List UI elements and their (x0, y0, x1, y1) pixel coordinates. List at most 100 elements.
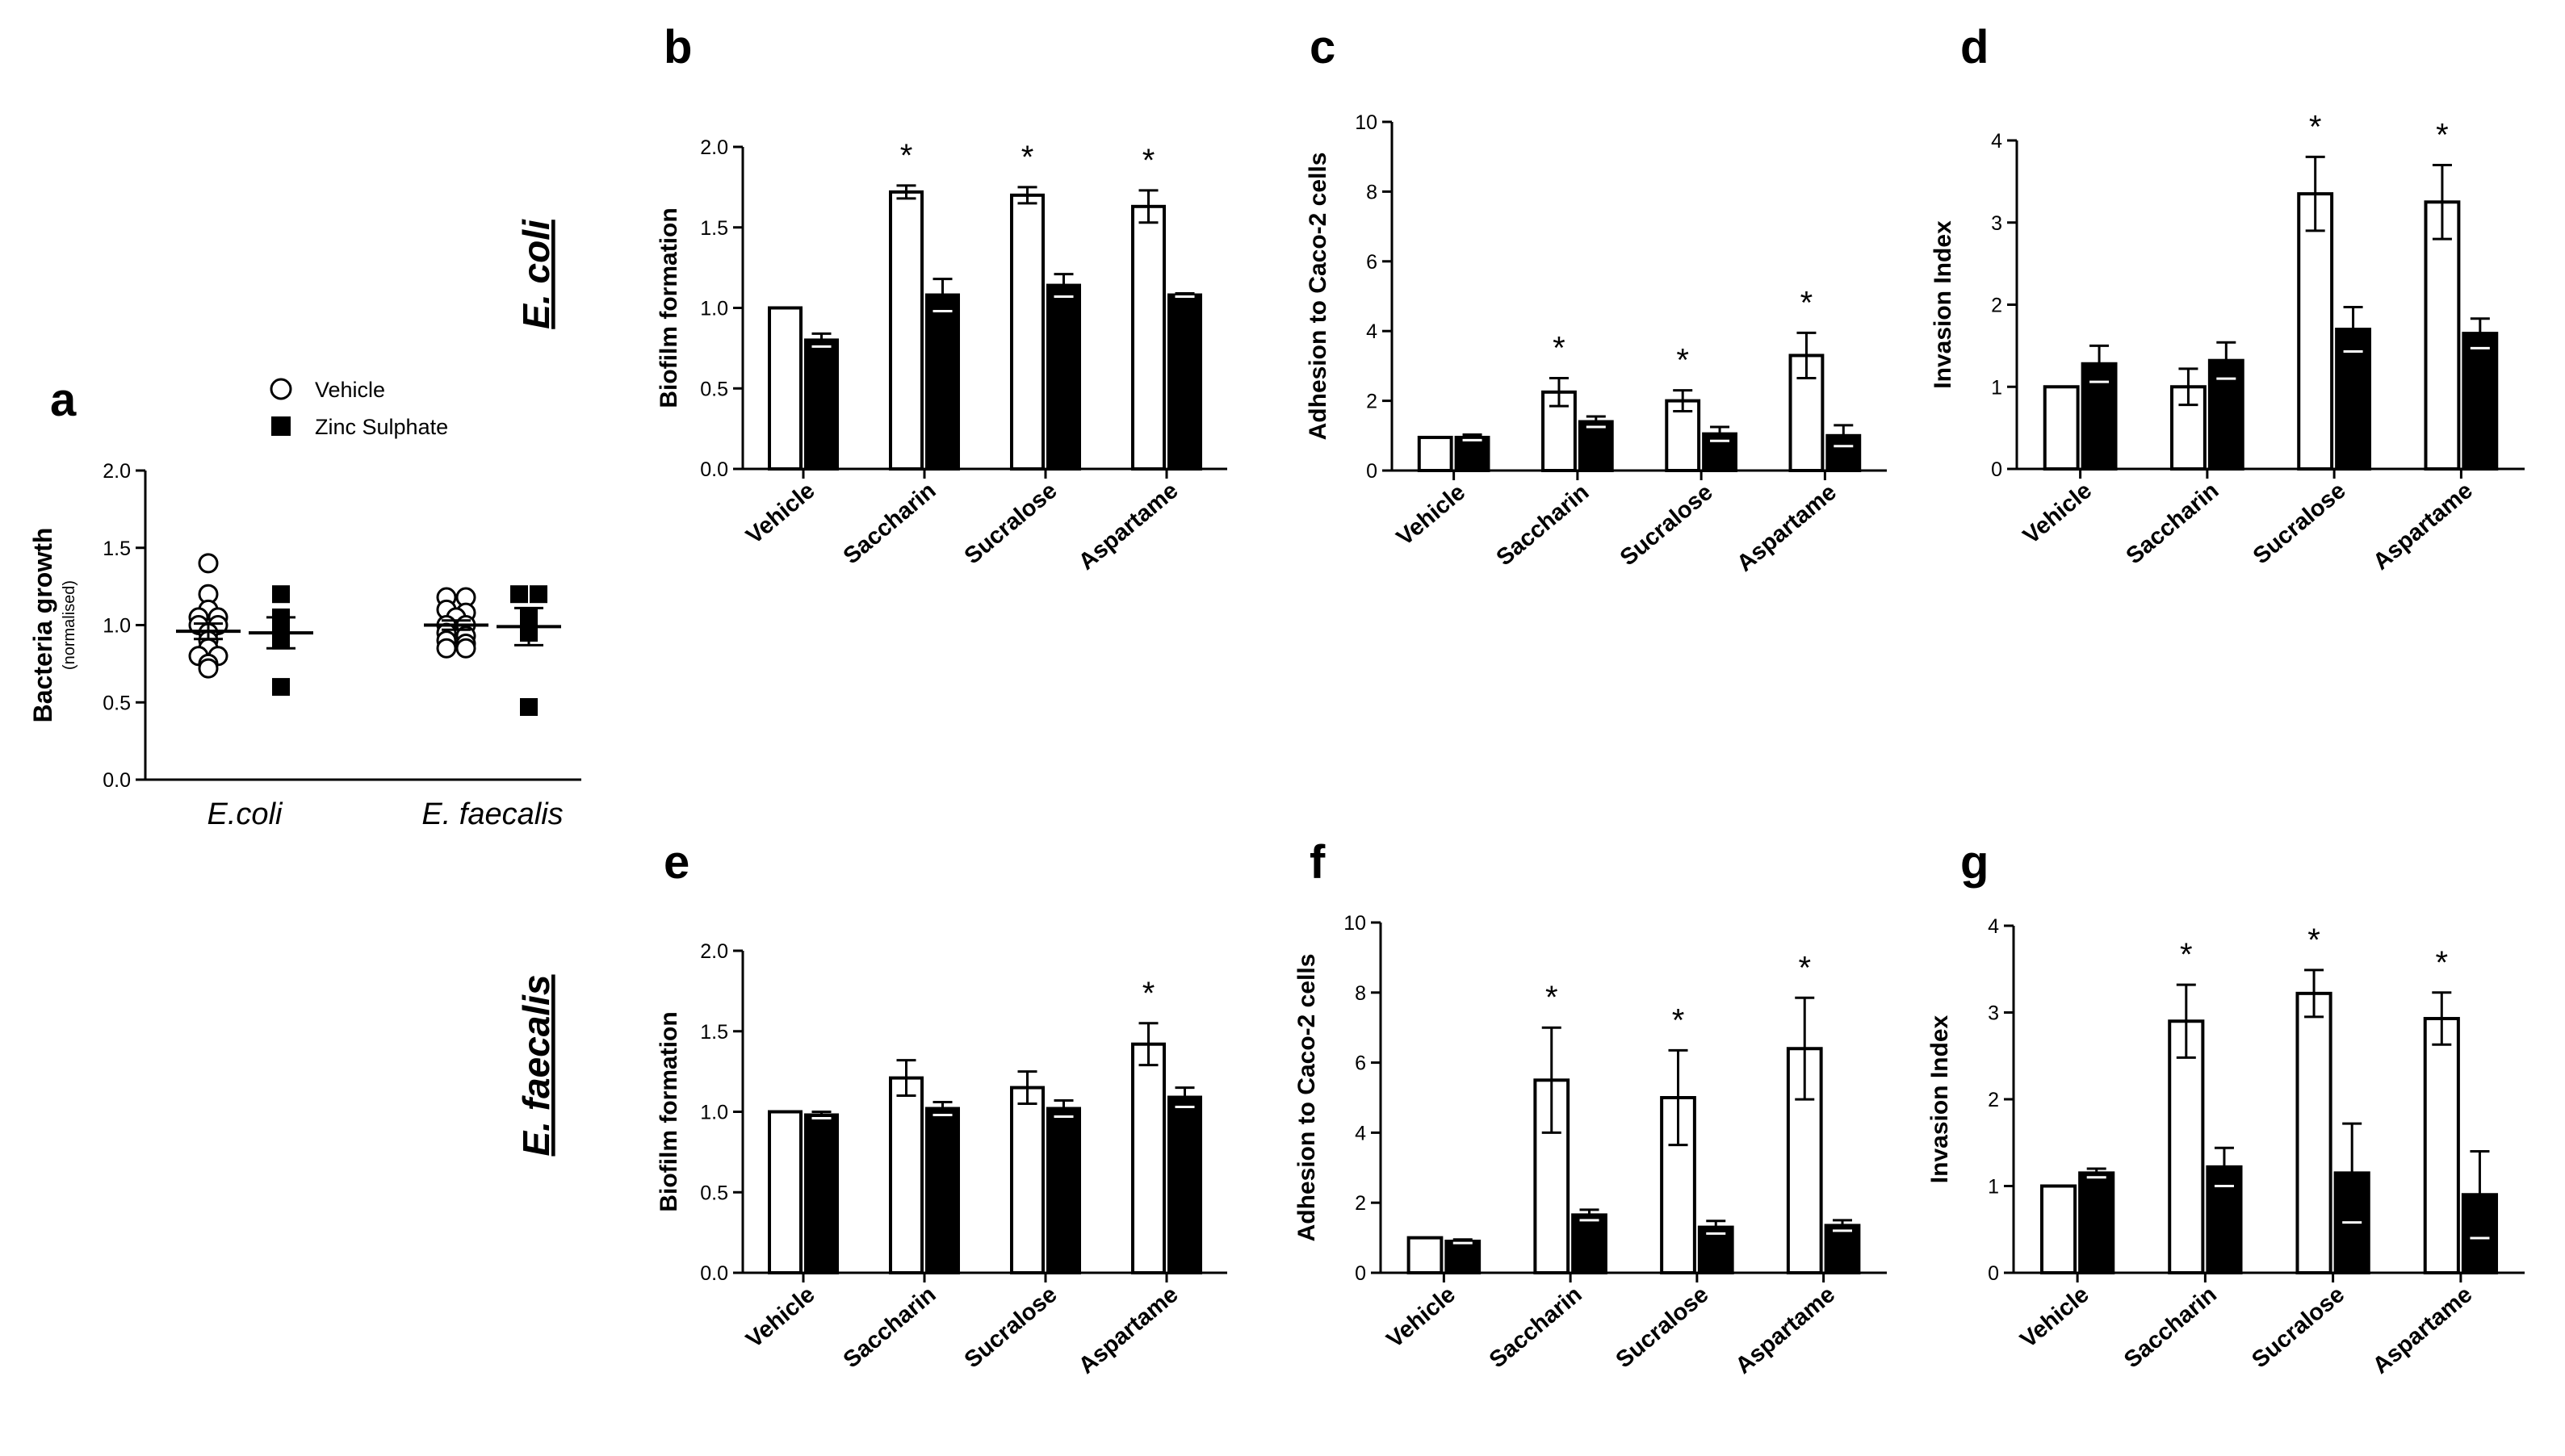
bar-zinc-sulphate (2462, 332, 2499, 471)
bar-vehicle (2424, 200, 2461, 471)
y-tick-label: 3 (1988, 1002, 1999, 1025)
y-tick-label: 2 (1988, 1089, 1999, 1111)
bar-vehicle (1010, 1086, 1045, 1274)
bar-zinc-sulphate (1454, 435, 1490, 473)
y-tick-label: 2 (1991, 295, 2002, 317)
y-tick-label: 6 (1355, 1052, 1366, 1075)
panel-label: e (664, 836, 689, 889)
bar-zinc-sulphate (1046, 283, 1081, 471)
y-tick-label: 4 (1355, 1122, 1366, 1144)
y-tick-label: 4 (1988, 915, 1999, 938)
significance-marker: * (1800, 285, 1813, 320)
data-point-zinc-sulphate (530, 585, 547, 604)
bar-vehicle (889, 1076, 924, 1274)
y-axis-title: Adhesion to Caco-2 cells (1305, 153, 1331, 441)
significance-marker: * (900, 138, 913, 174)
significance-marker: * (2180, 937, 2193, 973)
bar-vehicle (2423, 1017, 2460, 1275)
significance-marker: * (2307, 923, 2320, 958)
y-tick-label: 0.5 (700, 1182, 728, 1204)
y-tick-label: 2.0 (103, 460, 131, 483)
y-tick-label: 2 (1366, 391, 1377, 413)
significance-marker: * (1142, 143, 1155, 178)
significance-marker: * (2309, 109, 2322, 144)
y-tick-label: 0.0 (103, 769, 131, 792)
y-tick-label: 8 (1355, 982, 1366, 1005)
bar-zinc-sulphate (804, 338, 839, 471)
bar-vehicle (1010, 193, 1045, 471)
y-tick-label: 0 (1988, 1262, 1999, 1285)
data-point-zinc-sulphate (272, 678, 290, 697)
y-tick-label: 1.0 (103, 615, 131, 638)
y-axis-title: Bacteria growth (28, 528, 57, 723)
bar-vehicle (1406, 1236, 1444, 1274)
y-tick-label: 1 (1988, 1176, 1999, 1199)
panel-label: f (1310, 836, 1326, 889)
bar-vehicle (1131, 204, 1166, 471)
panel-label: g (1960, 836, 1989, 889)
panel-label: c (1310, 21, 1335, 73)
y-tick-label: 2 (1355, 1192, 1366, 1215)
bar-zinc-sulphate (1046, 1107, 1081, 1275)
panel-label: a (50, 374, 77, 426)
bar-vehicle (768, 306, 803, 471)
data-point-zinc-sulphate (520, 697, 538, 716)
significance-marker: * (1798, 950, 1811, 985)
bar-zinc-sulphate (2078, 1171, 2115, 1274)
bar-zinc-sulphate (925, 1107, 960, 1275)
y-tick-label: 1.0 (700, 298, 728, 320)
bar-vehicle (2039, 1184, 2077, 1274)
y-axis-title: Biofilm formation (656, 1011, 682, 1211)
significance-marker: * (2436, 945, 2449, 981)
y-tick-label: 10 (1343, 912, 1366, 935)
bar-zinc-sulphate (804, 1113, 839, 1274)
y-axis-title: Invasion Index (1930, 220, 1956, 389)
bar-vehicle (2168, 1019, 2205, 1274)
y-tick-label: 0 (1355, 1262, 1366, 1285)
bar-zinc-sulphate (1444, 1239, 1482, 1274)
y-tick-label: 4 (1991, 130, 2002, 153)
significance-marker: * (1553, 331, 1565, 366)
y-tick-label: 0.0 (700, 458, 728, 481)
bar-vehicle (1131, 1042, 1166, 1274)
significance-marker: * (1021, 140, 1034, 175)
bar-vehicle (2295, 991, 2332, 1274)
panel-label: b (664, 21, 692, 73)
bar-zinc-sulphate (925, 293, 960, 471)
significance-marker: * (1545, 980, 1558, 1015)
x-tick-label: E. faecalis (421, 797, 563, 831)
significance-marker: * (1142, 976, 1155, 1011)
y-tick-label: 1 (1991, 376, 2002, 399)
bar-zinc-sulphate (1824, 1224, 1861, 1275)
legend-label-vehicle: Vehicle (315, 378, 385, 402)
bar-zinc-sulphate (1167, 1095, 1202, 1275)
legend-marker-vehicle (270, 378, 292, 400)
panel-a: a 0.0 0.5 1.0 1.5 2.0 Bacteria growth (normalis… (28, 374, 581, 831)
bar-zinc-sulphate (1571, 1213, 1607, 1275)
y-tick-label: 10 (1355, 111, 1377, 134)
y-tick-label: 0.5 (700, 378, 728, 400)
data-point-vehicle (455, 638, 476, 659)
panel-label: d (1960, 21, 1989, 73)
y-tick-label: 2.0 (700, 136, 728, 159)
legend: Vehicle Zinc Sulphate (270, 378, 448, 439)
y-tick-label: 0.0 (700, 1262, 728, 1285)
data-point-vehicle (436, 638, 457, 659)
legend-marker-zinc-sulphate (271, 416, 291, 436)
y-tick-label: 2.0 (700, 940, 728, 963)
legend-label-zinc-sulphate: Zinc Sulphate (315, 415, 448, 439)
y-axis-subtitle: (normalised) (61, 580, 78, 670)
y-tick-label: 8 (1366, 181, 1377, 203)
data-point-zinc-sulphate (510, 585, 528, 604)
y-tick-label: 1.5 (700, 1021, 728, 1044)
bar-vehicle (768, 1110, 803, 1274)
y-tick-label: 0 (1991, 458, 2002, 481)
bar-vehicle (889, 190, 924, 471)
y-axis-title: Invasion Index (1926, 1015, 1953, 1183)
y-tick-label: 4 (1366, 320, 1377, 343)
y-tick-label: 0.5 (103, 692, 131, 714)
row-labels: E. coli E. faecalis (515, 219, 557, 1156)
significance-marker: * (1672, 1002, 1685, 1038)
y-tick-label: 1.5 (103, 538, 131, 560)
bar-zinc-sulphate (1167, 293, 1202, 471)
